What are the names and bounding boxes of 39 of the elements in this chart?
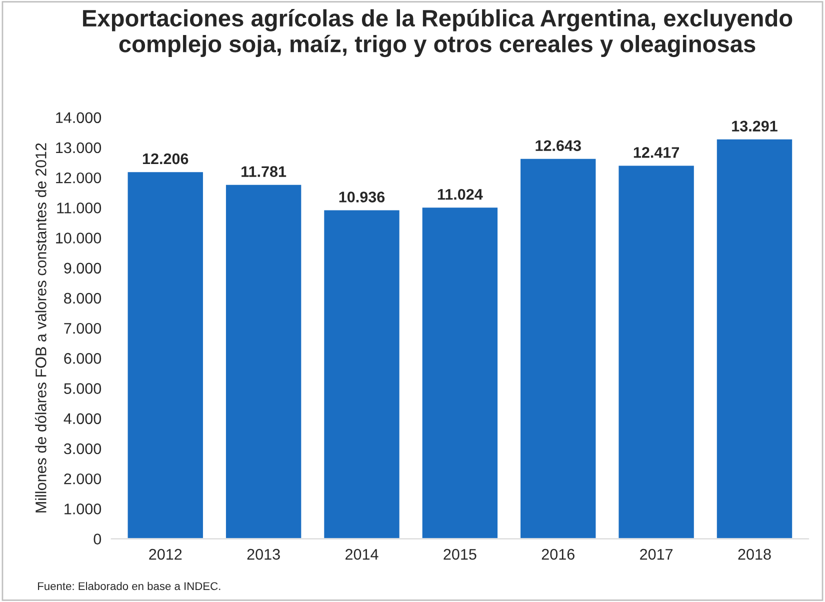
data-label: 11.781: [242, 166, 286, 177]
y-tick-label: 10.000: [56, 232, 102, 244]
data-label: 12.417: [634, 147, 680, 158]
y-tick-label: 13.000: [56, 142, 102, 154]
y-tick-label: 14.000: [56, 112, 102, 124]
x-tick-label: 2017: [640, 548, 673, 560]
chart-title: Exportaciones agrícolas de la República Argentina, excluyendo complejo soja, maíz, trigo y otros cereales y oleaginosas: [83, 9, 792, 58]
x-tick-label: 2018: [738, 548, 771, 560]
y-tick-label: 6.000: [64, 353, 102, 364]
data-label: 12.206: [142, 153, 188, 164]
y-tick-label: 0: [94, 534, 102, 544]
y-tick-label: 1.000: [64, 504, 102, 514]
data-label: 11.024: [438, 188, 483, 200]
x-tick-label: 2012: [149, 548, 182, 560]
x-tick-label: 2015: [444, 548, 476, 560]
data-label: 10.936: [339, 192, 385, 202]
x-tick-label: 2016: [542, 548, 574, 560]
bar: [519, 158, 598, 539]
bar: [126, 170, 204, 539]
x-tick-label: 2014: [346, 548, 378, 560]
bar: [716, 138, 794, 539]
y-tick-label: 11.000: [57, 202, 102, 214]
y-tick-label: 12.000: [56, 172, 102, 184]
y-tick-label: 5.000: [64, 383, 102, 394]
bar: [617, 164, 696, 539]
bar: [224, 183, 303, 539]
y-tick-label: 7.000: [64, 322, 102, 334]
y-tick-label: 2.000: [64, 473, 102, 484]
y-axis-title: Millones de dólares FOB a valores constantes de 2012: [34, 143, 46, 512]
y-tick-label: 3.000: [64, 443, 102, 454]
bar: [322, 208, 401, 539]
data-label: 12.643: [536, 140, 581, 152]
source-note: Fuente: Elaborado en base a INDEC.: [38, 582, 220, 590]
x-tick-label: 2013: [247, 548, 280, 560]
y-tick-label: 8.000: [64, 292, 102, 304]
data-label: 13.291: [732, 120, 778, 132]
y-tick-label: 9.000: [64, 262, 102, 274]
bar: [420, 206, 499, 539]
y-tick-label: 4.000: [64, 413, 102, 424]
